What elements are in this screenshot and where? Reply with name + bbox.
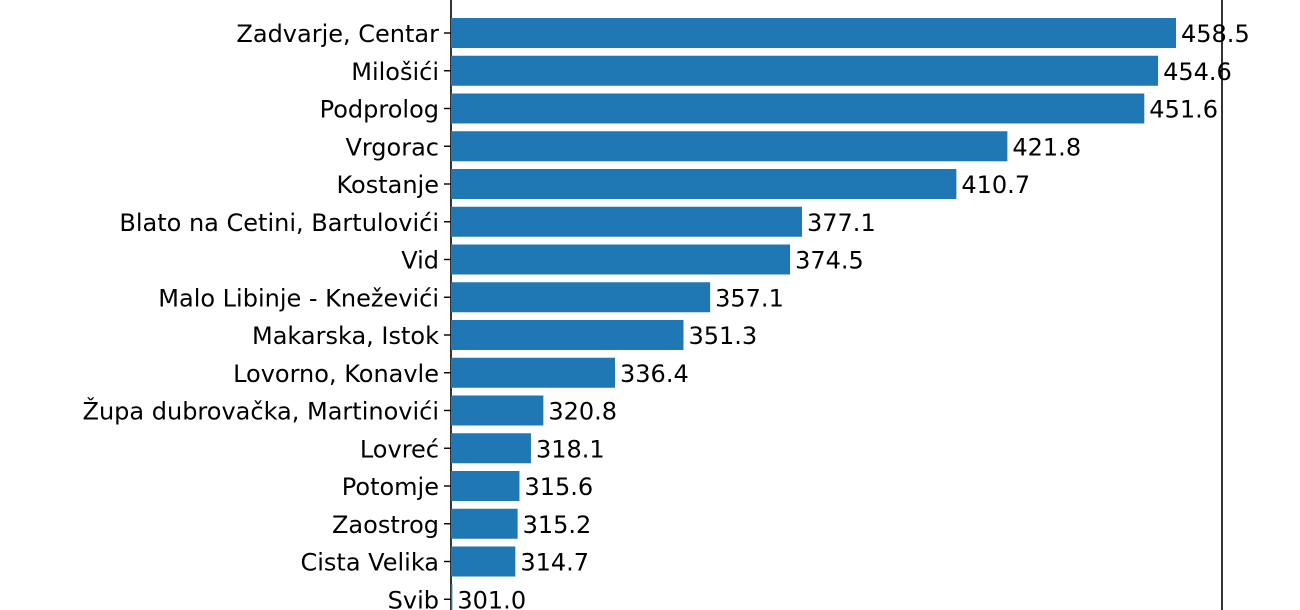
value-label: 315.6 [524, 473, 593, 501]
bar [451, 169, 957, 199]
value-label: 301.0 [457, 586, 526, 610]
value-labels-group: 458.5 454.6 451.6 421.8 410.7 377.1 374.5 357.1… [457, 20, 1249, 610]
bars-group [451, 18, 1176, 610]
category-label: Vid [401, 247, 439, 275]
category-label: Makarska, Istok [252, 322, 439, 350]
bar [451, 93, 1145, 124]
value-label: 421.8 [1012, 133, 1081, 161]
value-label: 454.6 [1163, 58, 1232, 86]
category-label: Svib [388, 586, 439, 610]
value-label: 377.1 [807, 209, 876, 237]
value-label: 351.3 [688, 322, 757, 350]
category-label: Blato na Cetini, Bartulovići [119, 209, 439, 237]
bar [451, 433, 531, 464]
bar [451, 508, 518, 539]
category-labels-group: Zadvarje, Centar Milošići Podprolog Vrgorac… [83, 20, 440, 610]
category-label: Zadvarje, Centar [236, 20, 439, 48]
bar [451, 584, 453, 610]
category-label: Cista Velika [300, 549, 439, 577]
bar [451, 357, 616, 388]
value-label: 410.7 [961, 171, 1030, 199]
category-label: Vrgorac [345, 133, 439, 161]
value-label: 451.6 [1149, 96, 1218, 124]
bar [451, 471, 520, 501]
bar [451, 546, 516, 577]
category-label: Podprolog [320, 96, 439, 124]
y-ticks-group [444, 32, 451, 600]
value-label: 374.5 [795, 247, 864, 275]
category-label: Potomje [342, 473, 439, 501]
category-label: Milošići [351, 58, 439, 86]
bar [451, 18, 1176, 48]
bar [451, 395, 544, 426]
bar [451, 320, 684, 350]
category-label: Kostanje [337, 171, 440, 199]
category-label: Lovreć [360, 435, 439, 463]
value-label: 314.7 [520, 549, 589, 577]
value-label: 336.4 [620, 360, 689, 388]
value-label: 320.8 [548, 398, 617, 426]
category-label: Lovorno, Konavle [233, 360, 439, 388]
bar [451, 55, 1159, 86]
value-label: 315.2 [523, 511, 592, 539]
value-label: 318.1 [536, 435, 605, 463]
category-label: Zaostrog [332, 511, 439, 539]
value-label: 357.1 [715, 284, 784, 312]
category-label: Malo Libinje - Kneževići [158, 284, 439, 312]
bar [451, 244, 791, 275]
category-label: Župa dubrovačka, Martinovići [83, 397, 439, 426]
bar [451, 131, 1008, 162]
bar [451, 282, 711, 313]
value-label: 458.5 [1181, 20, 1250, 48]
bar [451, 206, 803, 237]
